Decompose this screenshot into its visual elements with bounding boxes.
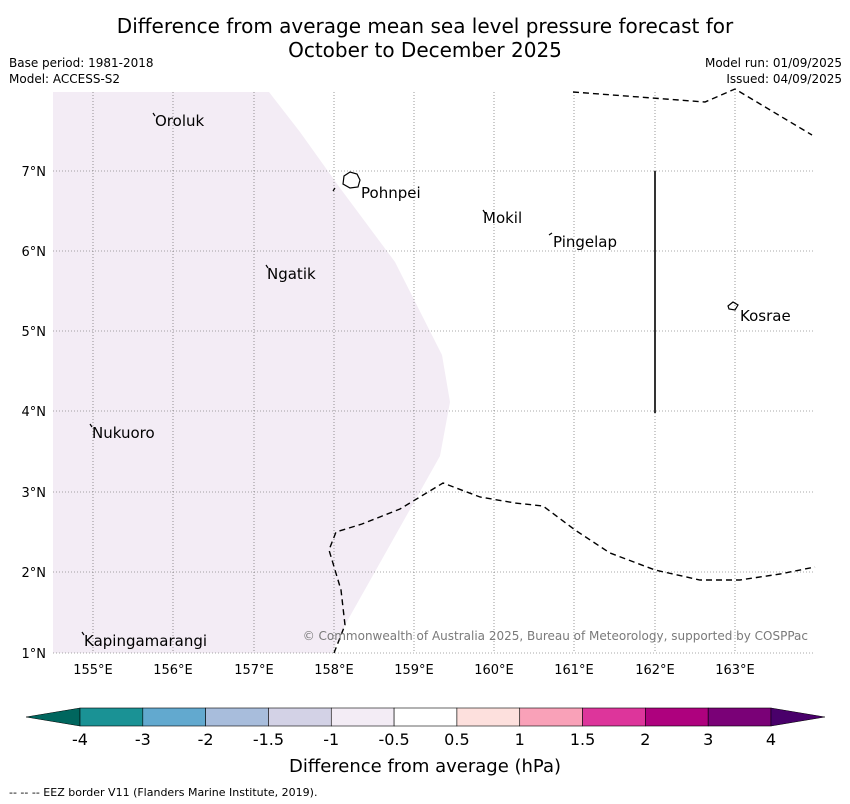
lat-tick: 3°N [22,486,47,501]
colorbar-min-arrow [25,707,81,727]
pohnpei-reef-mark [332,187,336,192]
nukuoro-mark [89,423,93,428]
colorbar-segment [582,707,646,727]
place-label-kosrae: Kosrae [740,307,791,325]
colorbar-segment [205,707,269,727]
kosrae-island [727,301,739,311]
lon-tick: 158°E [314,663,354,678]
colorbar-tick-label: -3 [135,730,151,749]
lon-tick: 161°E [554,663,594,678]
pohnpei-island [342,171,361,189]
place-label-nukuoro: Nukuoro [92,424,155,442]
place-label-kapingamarangi: Kapingamarangi [84,632,207,650]
colorbar-tick-label: -1.5 [253,730,284,749]
colorbar-tick-label: -1 [323,730,339,749]
issued-text: Issued: 04/09/2025 [726,72,842,86]
place-label-oroluk: Oroluk [155,112,204,130]
lat-tick: 4°N [22,405,47,420]
title-line-2: October to December 2025 [288,38,562,62]
lon-tick: 163°E [715,663,755,678]
lat-ticks: 7°N 6°N 5°N 4°N 3°N 2°N 1°N [22,165,47,662]
title-line-1: Difference from average mean sea level p… [116,14,734,38]
place-label-pohnpei: Pohnpei [361,184,421,202]
ngatik-mark [265,264,269,269]
base-period-text: Base period: 1981-2018 [9,56,154,70]
colorbar-segment [645,707,709,727]
model-run-text: Model run: 01/09/2025 [704,56,842,70]
mokil-mark [482,209,486,214]
colorbar-segment [707,707,772,727]
colorbar-title: Difference from average (hPa) [289,756,561,777]
lat-tick: 7°N [22,165,47,180]
lat-tick: 5°N [22,325,47,340]
lat-tick: 2°N [22,566,47,581]
lon-ticks: 155°E 156°E 157°E 158°E 159°E 160°E 161°… [73,663,755,678]
colorbar-tick-label: 2 [640,730,650,749]
colorbar-segment [330,707,395,727]
lat-tick: 6°N [22,245,47,260]
kapingamarangi-mark [81,631,85,636]
lon-tick: 159°E [394,663,434,678]
colorbar-tick-label: -2 [198,730,214,749]
lat-tick: 1°N [22,647,47,662]
place-label-ngatik: Ngatik [267,265,316,283]
colorbar-max-arrow [770,707,826,727]
colorbar-tick-label: 3 [703,730,713,749]
place-label-pingelap: Pingelap [553,233,617,251]
islands [81,112,739,636]
colorbar-tick-label: 1.5 [570,730,595,749]
eez-border [328,88,816,654]
lon-tick: 160°E [474,663,514,678]
footnote-eez: -- -- -- EEZ border V11 (Flanders Marine… [9,786,318,799]
model-text: Model: ACCESS-S2 [9,72,121,86]
lon-tick: 156°E [153,663,193,678]
colorbar-segment [456,707,521,727]
colorbar: -4 -3 -2 -1.5 -1 -0.5 0.5 1 1.5 2 3 4 Difference fr… [25,707,826,777]
colorbar-tick-label: -4 [72,730,88,749]
colorbar-tick-label: 0.5 [444,730,469,749]
meta-left: Base period: 1981-2018 Model: ACCESS-S2 [9,55,154,87]
lon-tick: 155°E [73,663,113,678]
chart-title: Difference from average mean sea level p… [0,14,850,62]
colorbar-tick-label: -0.5 [378,730,409,749]
copyright-text: © Commonwealth of Australia 2025, Bureau… [303,629,808,643]
place-label-mokil: Mokil [483,209,522,227]
colorbar-segment [142,707,206,727]
meta-right: Model run: 01/09/2025 Issued: 04/09/2025 [705,55,842,87]
colorbar-segment [79,707,144,727]
colorbar-segment [393,707,458,727]
gridlines [53,92,815,654]
colorbar-labels: -4 -3 -2 -1.5 -1 -0.5 0.5 1 1.5 2 3 4 [72,730,776,749]
lon-tick: 157°E [234,663,274,678]
pingelap-mark [548,232,553,236]
colorbar-segment [519,707,583,727]
anomaly-region [53,92,450,653]
oroluk-mark [152,112,156,117]
colorbar-segments [79,707,772,727]
colorbar-tick-label: 4 [766,730,776,749]
lon-tick: 162°E [635,663,675,678]
colorbar-segment [268,707,332,727]
colorbar-tick-label: 1 [515,730,525,749]
